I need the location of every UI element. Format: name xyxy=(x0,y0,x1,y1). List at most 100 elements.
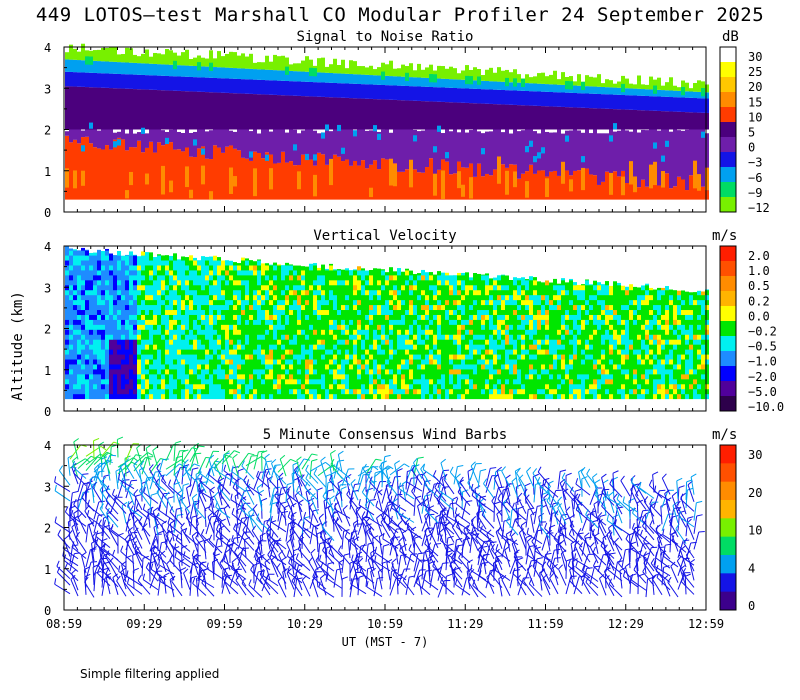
vv-cell xyxy=(305,368,309,375)
vv-cell xyxy=(565,309,569,315)
vv-cell xyxy=(161,344,165,350)
vv-cell xyxy=(157,264,161,271)
vv-cell xyxy=(129,304,133,311)
snr-cell xyxy=(181,52,185,66)
vv-cell xyxy=(121,294,125,301)
vv-cell xyxy=(221,324,225,330)
vv-cell xyxy=(565,289,569,296)
snr-cell xyxy=(461,70,465,80)
snr-cell xyxy=(497,81,501,90)
vv-cell xyxy=(353,354,357,360)
snr-cell xyxy=(293,71,297,82)
vv-cell xyxy=(253,388,257,395)
vv-cell xyxy=(449,378,453,385)
vv-cell xyxy=(337,309,341,315)
snr-cell xyxy=(417,63,421,78)
vv-cell xyxy=(109,324,113,330)
vv-cell xyxy=(241,269,245,276)
vv-cell xyxy=(569,314,573,320)
vv-cell xyxy=(293,269,297,276)
vv-cell xyxy=(125,279,129,286)
vv-cell xyxy=(289,329,293,335)
vv-cell xyxy=(517,324,521,330)
vv-cell xyxy=(181,279,185,286)
vv-cell xyxy=(301,299,305,306)
vv-cell xyxy=(297,373,301,380)
vv-cell xyxy=(217,368,221,375)
vv-cell xyxy=(601,334,605,340)
vv-cell xyxy=(225,294,229,301)
vv-cell xyxy=(77,299,81,306)
vv-cell xyxy=(293,368,297,375)
vv-cell xyxy=(565,324,569,330)
vv-cell xyxy=(473,319,477,325)
vv-cell xyxy=(197,289,201,296)
snr-cell xyxy=(385,159,389,200)
snr-cell xyxy=(533,131,537,174)
vv-cell xyxy=(97,260,101,266)
vv-cell xyxy=(453,368,457,375)
vv-cell xyxy=(257,329,261,335)
snr-cell xyxy=(621,95,625,110)
vv-cell xyxy=(445,373,449,380)
vv-cell xyxy=(81,269,85,276)
snr-cell xyxy=(201,91,205,130)
vv-cell xyxy=(421,383,425,390)
vv-cell xyxy=(137,260,141,266)
vv-cell xyxy=(125,324,129,330)
vv-cell xyxy=(293,354,297,360)
vv-cell xyxy=(517,319,521,325)
snr-cell xyxy=(653,79,657,90)
vv-cell xyxy=(425,378,429,385)
vv-cell xyxy=(93,314,97,320)
vv-cell xyxy=(529,339,533,345)
vv-cell xyxy=(413,279,417,286)
snr-cell xyxy=(505,128,509,168)
vv-cell xyxy=(505,284,509,291)
vv-cell xyxy=(265,388,269,395)
vv-cell xyxy=(569,373,573,380)
snr-cell xyxy=(125,47,129,63)
snr-cell xyxy=(301,96,305,130)
snr-cell xyxy=(241,127,245,158)
vv-cell xyxy=(153,264,157,271)
vv-cell xyxy=(513,294,517,301)
vv-cell xyxy=(157,339,161,345)
vv-cell xyxy=(297,344,301,350)
vv-cell xyxy=(289,309,293,315)
vv-cell xyxy=(361,363,365,370)
vv-cell xyxy=(449,324,453,330)
vv-cell xyxy=(573,388,577,395)
snr-cell xyxy=(265,152,269,200)
snr-cell xyxy=(365,67,369,75)
snr-cell xyxy=(645,186,649,200)
vv-cell xyxy=(205,304,209,311)
vv-cell xyxy=(269,269,273,276)
snr-cell xyxy=(605,133,609,172)
vv-cell xyxy=(461,368,465,375)
vv-cell xyxy=(421,334,425,340)
vv-cell xyxy=(177,299,181,306)
vv-cell xyxy=(425,279,429,286)
vv-cell xyxy=(357,279,361,286)
snr-cell xyxy=(177,65,181,77)
vv-cell xyxy=(609,349,613,355)
snr-cell xyxy=(613,83,617,88)
vv-cell xyxy=(237,388,241,395)
snr-cell xyxy=(353,74,357,84)
vv-cell xyxy=(189,289,193,296)
vv-cell xyxy=(189,393,193,400)
vv-cell xyxy=(217,378,221,385)
vv-cell xyxy=(529,373,533,380)
vv-cell xyxy=(209,393,213,400)
snr-cell xyxy=(345,97,349,130)
vv-cell xyxy=(373,279,377,286)
vv-cell xyxy=(585,324,589,330)
snr-cell xyxy=(493,89,497,105)
snr-cell xyxy=(125,62,129,75)
vv-cell xyxy=(197,284,201,291)
vv-cell xyxy=(541,359,545,365)
vv-cell xyxy=(177,344,181,350)
vv-cell xyxy=(217,269,221,276)
snr-cell xyxy=(345,68,349,74)
